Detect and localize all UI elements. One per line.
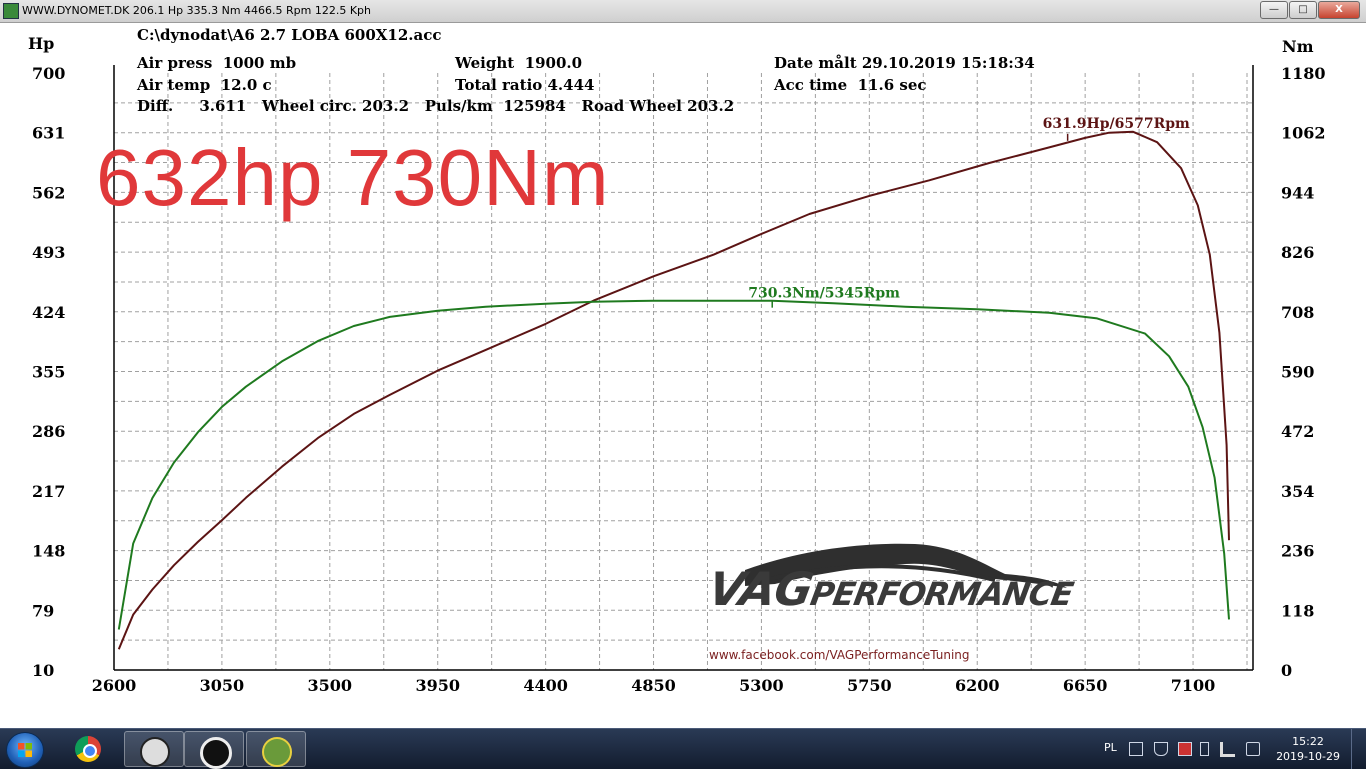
keyboard-icon[interactable] xyxy=(1129,742,1143,756)
vag-performance-logo: VAGPERFORMANCE www.facebook.com/VAGPerfo… xyxy=(704,540,1078,664)
minimize-button[interactable]: — xyxy=(1260,1,1288,19)
hp-peak-annotation: 631.9Hp/6577Rpm xyxy=(1043,116,1190,132)
x-tick-label: 2600 xyxy=(92,676,137,695)
x-tick-label: 4850 xyxy=(631,676,676,695)
tick-labels: 2600 3050 3500 3950 4400 4850 5300 5750 6200 6650… xyxy=(32,64,1326,695)
facebook-link[interactable]: www.facebook.com/VAGPerformanceTuning xyxy=(709,648,970,662)
x-tick-label: 3500 xyxy=(308,676,353,695)
axes xyxy=(113,65,1254,671)
y-right-tick-label: 472 xyxy=(1281,422,1314,441)
taskbar-app-1[interactable] xyxy=(124,731,184,767)
y-left-tick-label: 10 xyxy=(32,661,54,680)
x-tick-label: 4400 xyxy=(523,676,568,695)
x-tick-label: 7100 xyxy=(1171,676,1216,695)
y-right-tick-label: 590 xyxy=(1281,363,1314,382)
x-tick-label: 6650 xyxy=(1063,676,1108,695)
y-right-tick-label: 826 xyxy=(1281,243,1314,262)
weight: Weight 1900.0 xyxy=(454,54,582,72)
infinity-app-icon xyxy=(140,737,170,767)
y-left-tick-label: 217 xyxy=(32,482,65,501)
y-left-tick-label: 493 xyxy=(32,243,65,262)
x-tick-label: 5750 xyxy=(847,676,892,695)
y-left-tick-label: 148 xyxy=(32,542,65,561)
y-left-tick-label: 562 xyxy=(32,183,65,202)
window-controls: — □ X xyxy=(1260,1,1360,19)
annotations: 631.9Hp/6577Rpm 730.3Nm/5345Rpm xyxy=(748,116,1190,308)
grid xyxy=(114,73,1253,670)
y-right-tick-label: 708 xyxy=(1281,303,1314,322)
y-left-tick-label: 424 xyxy=(32,303,65,322)
car-silhouette-icon xyxy=(745,543,1067,588)
brand-performance: PERFORMANCE xyxy=(807,575,1076,613)
air-press: Air press 1000 mb xyxy=(136,54,296,72)
clock-time: 15:22 xyxy=(1292,735,1324,748)
clock-date: 2019-10-29 xyxy=(1276,750,1340,763)
y-right-tick-label: 0 xyxy=(1281,661,1292,680)
dynomet-app-icon xyxy=(262,737,292,767)
x-tick-label: 3950 xyxy=(415,676,460,695)
taskbar-chrome[interactable] xyxy=(60,731,118,765)
chrome-icon xyxy=(75,736,101,762)
maximize-button[interactable]: □ xyxy=(1289,1,1317,19)
overlay-power-text: 632hp 730Nm xyxy=(96,133,610,222)
hp-curve xyxy=(117,130,1230,650)
clock[interactable]: 15:22 2019-10-29 xyxy=(1276,734,1340,764)
y-left-tick-label: 631 xyxy=(32,124,65,143)
brand-vag: VAG xyxy=(704,562,817,616)
network-icon[interactable] xyxy=(1178,742,1192,756)
app-icon xyxy=(3,3,19,19)
brand-name: VAGPERFORMANCE xyxy=(704,562,1078,616)
language-indicator[interactable]: PL xyxy=(1104,741,1117,754)
x-tick-label: 3050 xyxy=(200,676,245,695)
x-tick-label: 6200 xyxy=(955,676,1000,695)
window-title-bar: WWW.DYNOMET.DK 206.1 Hp 335.3 Nm 4466.5 … xyxy=(0,0,1366,23)
y-left-tick-label: 700 xyxy=(32,64,65,83)
signal-icon[interactable] xyxy=(1220,742,1235,757)
y-right-tick-label: 354 xyxy=(1281,482,1314,501)
taskbar-app-2[interactable] xyxy=(184,731,244,769)
x-tick-label: 5300 xyxy=(739,676,784,695)
window-title: WWW.DYNOMET.DK 206.1 Hp 335.3 Nm 4466.5 … xyxy=(22,4,372,17)
y-left-unit: Hp xyxy=(28,34,54,53)
y-left-tick-label: 79 xyxy=(32,601,54,620)
air-temp: Air temp 12.0 c xyxy=(136,76,272,94)
y-right-tick-label: 944 xyxy=(1281,183,1314,202)
battery-icon[interactable] xyxy=(1200,742,1209,756)
windows-logo-icon xyxy=(18,743,32,757)
y-right-tick-label: 118 xyxy=(1281,601,1314,620)
torque-peak-annotation: 730.3Nm/5345Rpm xyxy=(748,286,900,302)
file-name: C:\dynodat\A6 2.7 LOBA 600X12.acc xyxy=(137,26,441,44)
diff-info: Diff. 3.611 Wheel circ. 203.2 Puls/km 12… xyxy=(137,97,734,115)
steering-wheel-icon xyxy=(200,737,232,769)
torque-curve xyxy=(117,299,1230,630)
show-desktop-button[interactable] xyxy=(1351,729,1366,769)
y-left-tick-label: 355 xyxy=(32,363,65,382)
total-ratio: Total ratio 4.444 xyxy=(455,76,594,94)
system-tray: PL 15:22 2019-10-29 xyxy=(1096,729,1366,769)
taskbar: PL 15:22 2019-10-29 xyxy=(0,728,1366,769)
dyno-chart: Hp Nm C:\dynodat\A6 2.7 LOBA 600X12.acc … xyxy=(28,26,1326,695)
y-right-tick-label: 1062 xyxy=(1281,124,1326,143)
y-right-unit: Nm xyxy=(1282,37,1314,56)
volume-icon[interactable] xyxy=(1246,742,1260,756)
y-left-tick-label: 286 xyxy=(32,422,65,441)
taskbar-dynomet[interactable] xyxy=(246,731,306,767)
header-info: C:\dynodat\A6 2.7 LOBA 600X12.acc Air pr… xyxy=(136,26,1035,115)
acc-time: Acc time 11.6 sec xyxy=(773,76,927,94)
date-measured: Date målt 29.10.2019 15:18:34 xyxy=(774,54,1035,72)
y-right-tick-label: 236 xyxy=(1281,542,1314,561)
series xyxy=(117,130,1230,650)
close-button[interactable]: X xyxy=(1318,1,1360,19)
start-button[interactable] xyxy=(6,732,44,768)
y-right-tick-label: 1180 xyxy=(1281,64,1326,83)
flag-icon[interactable] xyxy=(1154,742,1168,756)
